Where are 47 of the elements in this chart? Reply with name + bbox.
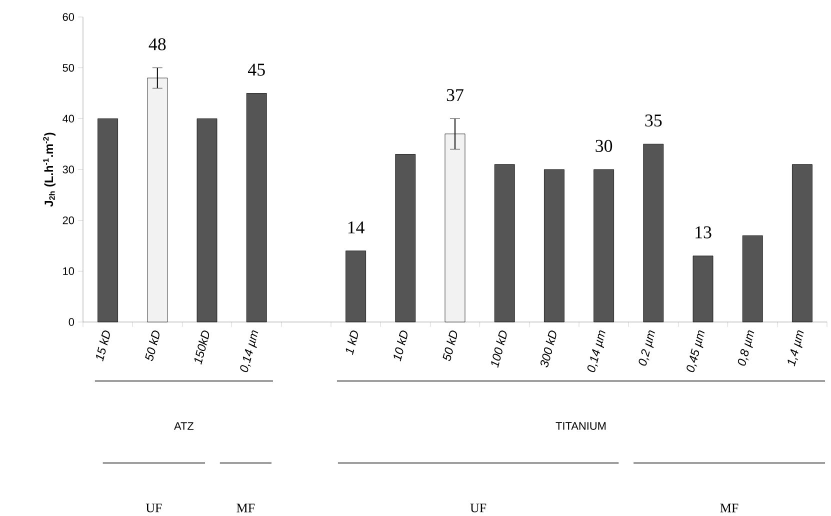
bar [544,169,564,322]
bar [246,93,267,322]
x-tick-label: 1,4 µm [788,330,804,366]
y-tick-label: 20 [62,216,74,224]
x-tick-label: 0,8 µm [738,330,754,366]
data-label: 48 [148,38,166,50]
bar [346,250,366,322]
x-tick-label: 0,2 µm [638,330,655,366]
data-label: 13 [696,226,712,238]
y-axis-title: J$_{2h}$ (L.h$^{-1}$.m$^{-2}$) [43,132,56,207]
y-tick-label: 0 [68,318,74,326]
text: MF [236,504,255,512]
text: TITANIUM [556,422,606,430]
x-tick-label: 0,14 µm [240,330,258,372]
x-tick-label: 15 kD [96,330,110,362]
data-label: 14 [348,221,364,234]
bar [594,169,614,322]
y-tick-label: 10 [63,267,74,276]
x-tick-label: 50 kD [145,330,160,361]
y-tick-label: 60 [62,13,74,21]
text: ATZ [174,422,194,430]
y-tick-label: 50 [62,64,74,72]
x-tick-label: 1 kD [346,330,358,355]
x-tick-label: 300 kD [540,330,556,368]
data-label: 35 [645,114,662,127]
bar [742,235,763,322]
text: MF [720,504,738,512]
x-tick-label: 0,14 µm [587,330,606,372]
bar [494,164,515,322]
bar [196,118,218,322]
bar [643,144,664,322]
x-tick-label: 10 kD [394,330,408,362]
data-label: 45 [248,64,265,76]
x-tick-label: 150kD [194,330,210,365]
y-tick-label: 40 [62,114,74,123]
x-tick-label: 0,45 µm [686,330,705,372]
text: UF [146,504,162,512]
x-tick-label: 100 kD [491,330,507,368]
bar [98,118,118,322]
text: UF [470,504,486,512]
data-label: 30 [596,140,612,152]
x-tick-label: 50 kD [442,330,458,361]
data-label: 37 [446,89,464,102]
bar [692,256,714,322]
bar [395,154,416,322]
y-tick-label: 30 [62,166,74,174]
bar [792,164,812,322]
